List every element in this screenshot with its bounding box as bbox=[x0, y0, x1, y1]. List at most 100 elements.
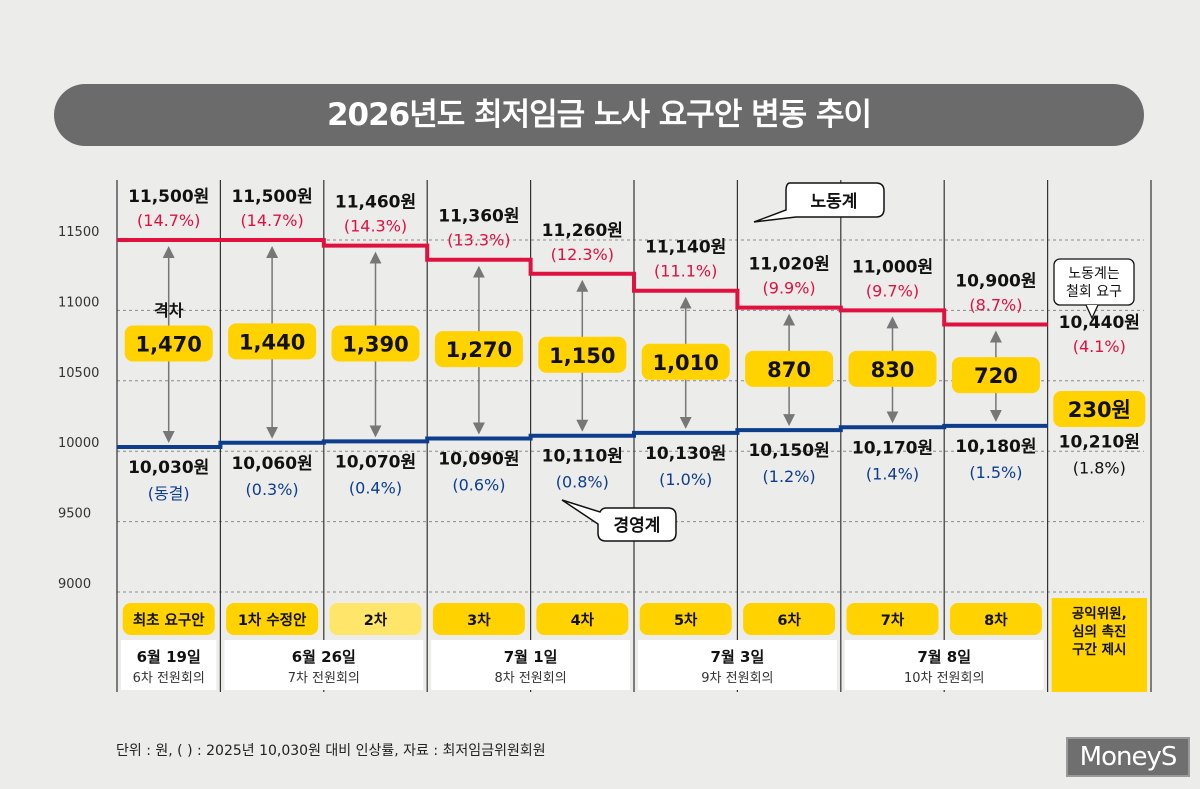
gap-box bbox=[538, 336, 627, 373]
category-label-line: 구간 제시 bbox=[1072, 641, 1126, 658]
management-value-label: 10,030원 bbox=[128, 458, 209, 478]
management-value-label: 10,210원 bbox=[1059, 433, 1140, 453]
labor-pct-label: (14.7%) bbox=[240, 211, 303, 230]
management-pct-label: (1.8%) bbox=[1073, 459, 1126, 478]
meeting-box bbox=[224, 640, 424, 690]
management-pct-label: (동결) bbox=[148, 484, 190, 503]
labor-value-label: 11,500원 bbox=[128, 187, 209, 207]
y-tick-label: 10500 bbox=[58, 366, 99, 381]
meeting-name: 6차 전원회의 bbox=[133, 671, 205, 686]
labor-value-label: 11,500원 bbox=[231, 187, 312, 207]
gap-label: 격차 bbox=[154, 301, 184, 320]
category-label: 8차 bbox=[984, 612, 1008, 629]
gap-value: 1,270 bbox=[446, 338, 512, 362]
category-label: 3차 bbox=[467, 612, 491, 629]
management-value-label: 10,180원 bbox=[955, 437, 1036, 457]
gap-value: 720 bbox=[974, 364, 1018, 388]
page-title: 2026년도 최저임금 노사 요구안 변동 추이 bbox=[326, 97, 872, 133]
gap-value: 870 bbox=[767, 358, 811, 382]
gap-box bbox=[434, 331, 523, 368]
labor-step-line bbox=[117, 238, 1048, 327]
gap-box bbox=[124, 325, 213, 362]
management-step-line bbox=[117, 423, 1048, 449]
meeting-box bbox=[121, 640, 217, 690]
category-pill bbox=[949, 603, 1042, 635]
management-pct-label: (1.5%) bbox=[969, 463, 1022, 482]
meeting-date: 7월 3일 bbox=[711, 648, 765, 666]
management-pct-label: (1.0%) bbox=[659, 470, 712, 489]
labor-value-label: 10,440원 bbox=[1059, 313, 1140, 333]
category-label: 1차 수정안 bbox=[238, 611, 307, 629]
labor-pct-label: (14.3%) bbox=[344, 217, 407, 236]
management-pct-label: (1.4%) bbox=[866, 464, 919, 483]
withdraw-bubble-tail bbox=[1085, 304, 1099, 320]
meeting-name: 7차 전원회의 bbox=[288, 671, 360, 686]
gap-box bbox=[228, 323, 317, 360]
gap-value: 1,010 bbox=[652, 351, 718, 375]
title-bar: 2026년도 최저임금 노사 요구안 변동 추이 bbox=[54, 84, 1144, 146]
management-pct-label: (0.8%) bbox=[556, 473, 609, 492]
category-pill bbox=[1051, 598, 1147, 692]
y-tick-label: 11000 bbox=[58, 295, 99, 310]
management-value-label: 10,130원 bbox=[645, 444, 726, 464]
meeting-date: 7월 1일 bbox=[504, 648, 558, 666]
gap-value: 830 bbox=[871, 358, 915, 382]
labor-pct-label: (9.7%) bbox=[866, 281, 919, 300]
withdraw-line: 노동계는 bbox=[1068, 266, 1120, 282]
management-value-label: 10,110원 bbox=[542, 447, 623, 467]
category-pill bbox=[226, 603, 319, 635]
management-value-label: 10,170원 bbox=[852, 438, 933, 458]
category-label: 4차 bbox=[571, 612, 595, 629]
category-pill bbox=[432, 603, 525, 635]
labor-callout-bubble bbox=[753, 182, 885, 223]
management-value-label: 10,090원 bbox=[438, 450, 519, 470]
y-tick-label: 11500 bbox=[58, 225, 99, 240]
labor-value-label: 11,020원 bbox=[748, 255, 829, 275]
meeting-box bbox=[844, 640, 1044, 690]
category-label: 2차 bbox=[364, 612, 388, 629]
management-pct-label: (0.3%) bbox=[246, 480, 299, 499]
category-pill bbox=[122, 603, 215, 635]
footnote: 단위 : 원, ( ) : 2025년 10,030원 대비 인상률, 자료 :… bbox=[116, 743, 546, 759]
labor-pct-label: (9.9%) bbox=[763, 279, 816, 298]
gap-value: 230원 bbox=[1068, 398, 1131, 422]
category-label: 5차 bbox=[674, 612, 698, 629]
management-value-label: 10,060원 bbox=[231, 454, 312, 474]
gap-box bbox=[331, 325, 420, 362]
meeting-date: 7월 8일 bbox=[917, 648, 971, 666]
gap-value: 1,390 bbox=[342, 332, 408, 356]
labor-value-label: 11,140원 bbox=[645, 238, 726, 258]
labor-value-label: 10,900원 bbox=[955, 271, 1036, 291]
management-value-label: 10,150원 bbox=[748, 441, 829, 461]
category-label-line: 공익위원, bbox=[1072, 605, 1127, 622]
category-pill bbox=[639, 603, 732, 635]
labor-value-label: 11,260원 bbox=[542, 221, 623, 241]
meeting-name: 9차 전원회의 bbox=[701, 671, 773, 686]
labor-value-label: 11,360원 bbox=[438, 207, 519, 227]
labor-pct-label: (12.3%) bbox=[551, 245, 614, 264]
management-pct-label: (0.6%) bbox=[452, 476, 505, 495]
labor-pct-label: (4.1%) bbox=[1073, 337, 1126, 356]
gap-box bbox=[1053, 391, 1146, 427]
category-label-line: 심의 촉진 bbox=[1072, 623, 1126, 640]
meeting-box bbox=[431, 640, 630, 690]
meeting-date: 6월 19일 bbox=[137, 648, 201, 666]
gap-box bbox=[848, 350, 937, 387]
y-tick-label: 9000 bbox=[58, 577, 91, 592]
gap-value: 1,470 bbox=[135, 332, 201, 356]
category-pill bbox=[536, 603, 629, 635]
management-pct-label: (1.2%) bbox=[763, 467, 816, 486]
moneys-logo: MoneyS bbox=[1066, 737, 1190, 777]
management-pct-label: (0.4%) bbox=[349, 478, 402, 497]
labor-pct-label: (8.7%) bbox=[969, 295, 1022, 314]
meeting-date: 6월 26일 bbox=[292, 648, 356, 666]
management-value-label: 10,070원 bbox=[335, 452, 416, 472]
category-label: 최초 요구안 bbox=[133, 611, 205, 629]
gap-box bbox=[641, 343, 730, 380]
gap-box bbox=[745, 350, 834, 387]
category-pill bbox=[846, 603, 939, 635]
category-label: 7차 bbox=[881, 612, 905, 629]
management-callout-bubble bbox=[561, 499, 677, 542]
gap-box bbox=[951, 357, 1040, 394]
